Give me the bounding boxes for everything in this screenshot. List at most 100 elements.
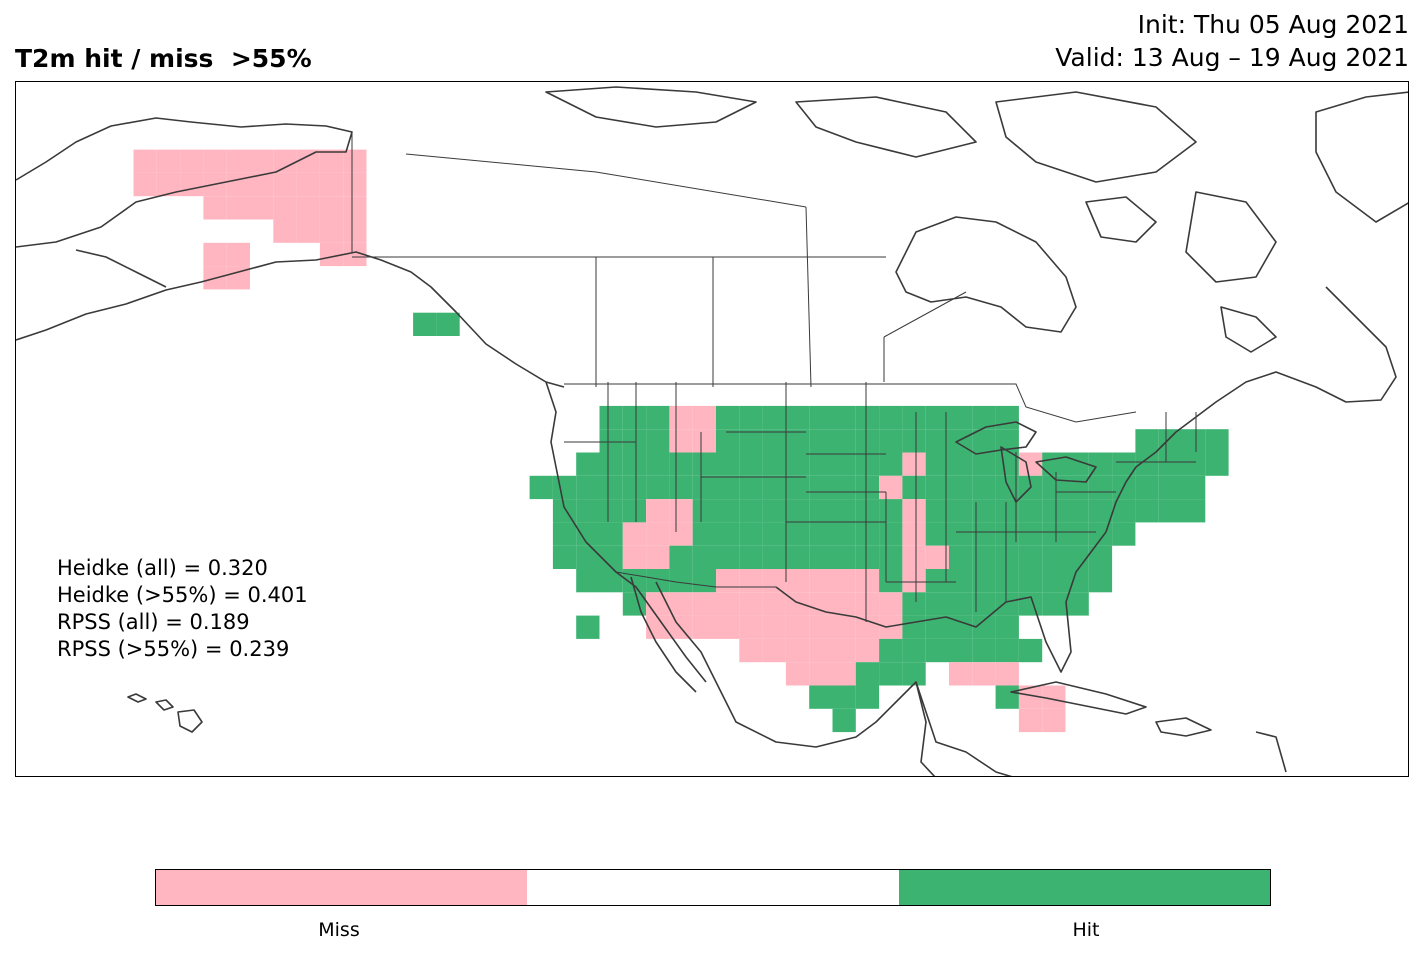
miss-cell	[180, 172, 204, 197]
hit-cell	[995, 685, 1019, 709]
hit-cell	[879, 662, 903, 686]
miss-cell	[785, 615, 810, 639]
hit-cell	[1088, 499, 1113, 523]
hit-cell	[785, 429, 810, 453]
miss-cell	[692, 615, 716, 639]
hit-cell	[1182, 499, 1206, 523]
hit-cell	[855, 662, 880, 686]
hit-cell	[692, 569, 716, 593]
miss-cell	[273, 219, 297, 243]
miss-cell	[319, 196, 344, 220]
hit-cell	[995, 592, 1019, 616]
hit-cell	[949, 592, 973, 616]
hit-cell	[972, 592, 996, 616]
hit-cell	[576, 615, 600, 639]
miss-cell	[785, 569, 810, 593]
miss-cell	[203, 242, 227, 267]
hit-cell	[972, 405, 996, 430]
colorbar-neutral-segment	[527, 870, 899, 905]
hit-cell	[739, 475, 763, 500]
colorbar-hit-segment	[898, 870, 1270, 905]
hit-cell	[972, 638, 996, 663]
miss-cell	[762, 592, 786, 616]
hit-cell	[949, 405, 973, 430]
hit-cell	[1042, 569, 1066, 593]
hit-cell	[646, 569, 670, 593]
hit-cell	[809, 685, 833, 709]
miss-cell	[319, 219, 344, 243]
hit-cell	[576, 499, 600, 523]
map-panel	[15, 81, 1409, 777]
hit-cell	[949, 545, 973, 569]
hit-cell	[949, 569, 973, 593]
hit-cell	[622, 429, 647, 453]
skill-scores: Heidke (all) = 0.320 Heidke (>55%) = 0.4…	[57, 555, 308, 663]
hit-cell	[739, 545, 763, 569]
hit-cell	[855, 475, 880, 500]
hit-cell	[692, 522, 716, 546]
hit-cell	[925, 429, 949, 453]
hit-cell	[716, 452, 740, 476]
hit-cell	[949, 522, 973, 546]
hit-cell	[809, 499, 833, 523]
hit-cell	[1135, 429, 1159, 453]
hit-cell	[762, 499, 786, 523]
hit-cell	[1158, 452, 1182, 476]
hit-cell	[855, 405, 880, 430]
miss-cell	[156, 172, 181, 197]
miss-cell	[1042, 708, 1066, 733]
hit-cell	[1135, 499, 1159, 523]
hit-cell	[879, 452, 903, 476]
miss-cell	[692, 405, 716, 430]
miss-cell	[646, 499, 670, 523]
miss-cell	[716, 615, 740, 639]
hit-cell	[716, 475, 740, 500]
miss-cell	[1018, 708, 1043, 733]
hit-cell	[622, 475, 647, 500]
hit-cell	[576, 452, 600, 476]
miss-cell	[809, 638, 833, 663]
miss-cell	[133, 149, 157, 173]
hit-cell	[1182, 475, 1206, 500]
hit-cell	[552, 545, 577, 569]
miss-cell	[902, 452, 926, 476]
miss-cell	[832, 638, 856, 663]
miss-cell	[832, 615, 856, 639]
hit-cell	[716, 405, 740, 430]
hit-cell	[855, 522, 880, 546]
miss-cell	[250, 196, 274, 220]
hit-cell	[949, 499, 973, 523]
miss-cell	[902, 545, 926, 569]
hit-cell	[879, 522, 903, 546]
map-title: T2m hit / miss >55%	[15, 44, 312, 73]
miss-cell	[879, 615, 903, 639]
miss-cell	[226, 196, 250, 220]
miss-cell	[809, 662, 833, 686]
miss-cell	[716, 569, 740, 593]
hit-cell	[995, 569, 1019, 593]
hit-cell	[529, 475, 553, 500]
hit-cell	[692, 452, 716, 476]
miss-cell	[785, 662, 810, 686]
hit-cell	[552, 522, 577, 546]
miss-cell	[762, 638, 786, 663]
hit-cell	[1018, 638, 1043, 663]
hit-cell	[949, 638, 973, 663]
miss-cell	[855, 569, 880, 593]
hit-cell	[809, 475, 833, 500]
map-canvas	[16, 86, 1408, 776]
hit-cell	[785, 475, 810, 500]
hit-cell	[1018, 592, 1043, 616]
miss-cell	[622, 522, 647, 546]
rpss-55-score: RPSS (>55%) = 0.239	[57, 637, 290, 661]
heidke-55-score: Heidke (>55%) = 0.401	[57, 583, 308, 607]
hit-cell	[1112, 499, 1136, 523]
hit-cell	[972, 569, 996, 593]
miss-cell	[809, 569, 833, 593]
miss-cell	[226, 242, 250, 267]
hit-cell	[646, 475, 670, 500]
rpss-all-score: RPSS (all) = 0.189	[57, 610, 250, 634]
hit-cell	[646, 405, 670, 430]
init-date: Init: Thu 05 Aug 2021	[1137, 10, 1409, 39]
hit-cell	[762, 429, 786, 453]
